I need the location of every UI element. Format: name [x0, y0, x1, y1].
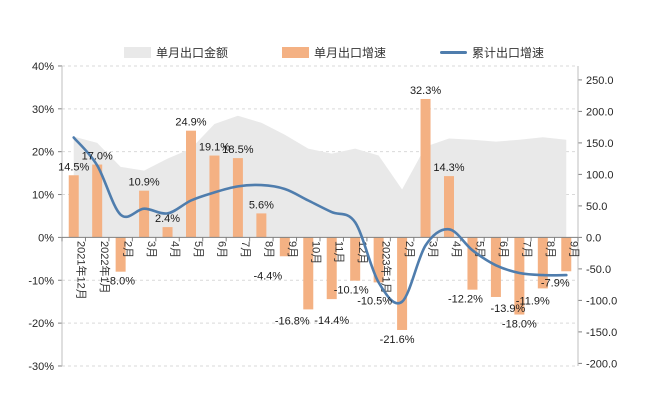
left-axis-tick-label: -30%	[28, 361, 54, 373]
monthly-export-growth-bar	[162, 227, 173, 238]
bar-value-label: -13.9%	[490, 303, 525, 315]
right-axis-tick-label: 150.0	[586, 138, 614, 150]
x-axis-category-label: 3月	[427, 241, 439, 258]
monthly-export-growth-bar	[209, 155, 220, 238]
left-axis-tick-label: 0%	[38, 232, 54, 244]
bar-value-label: -12.2%	[448, 294, 483, 306]
line-swatch-icon	[440, 51, 467, 54]
bar-value-label: -10.5%	[357, 295, 392, 307]
right-axis-tick-label: 250.0	[586, 75, 614, 87]
right-axis-tick-label: 0.0	[586, 232, 601, 244]
x-axis-category-label: 7月	[239, 241, 251, 258]
monthly-export-growth-bar	[326, 237, 337, 300]
legend-label-monthly-export-amount: 单月出口金额	[155, 46, 228, 60]
x-axis-category-label: 4月	[450, 241, 462, 258]
left-axis-tick-label: -20%	[28, 318, 54, 330]
legend-label-cumulative-export-growth: 累计出口增速	[472, 46, 545, 60]
x-axis-category-label: 4月	[169, 241, 181, 258]
x-axis-category-label: 2022年1月	[98, 241, 112, 294]
x-axis-category-label: 2月	[122, 241, 134, 258]
cumulative-export-growth-line	[72, 136, 568, 305]
right-axis-tick-label: -150.0	[586, 327, 617, 339]
bar-value-label: 5.6%	[249, 199, 274, 211]
bar-value-label: 14.5%	[58, 161, 89, 173]
x-axis-category-label: 6月	[497, 241, 509, 258]
x-axis-category-label: 7月	[520, 241, 532, 258]
bar-value-label: 17.0%	[82, 151, 113, 163]
bar-value-label: -18.0%	[502, 319, 537, 331]
legend-item-cumulative-export-growth: 累计出口增速	[440, 44, 544, 61]
bar-value-label: -8.0%	[106, 276, 135, 288]
left-axis-tick-label: 20%	[32, 147, 54, 159]
monthly-export-growth-bar	[92, 164, 103, 238]
x-axis-category-label: 3月	[145, 241, 157, 258]
monthly-export-growth-bar	[537, 237, 548, 289]
monthly-export-growth-bar	[256, 213, 267, 238]
bar-value-label: 18.5%	[222, 144, 253, 156]
left-axis-tick-label: 10%	[32, 190, 54, 202]
right-axis-tick-label: -100.0	[586, 295, 617, 307]
monthly-export-amount-area	[73, 115, 567, 238]
bar-value-label: -21.6%	[380, 334, 415, 346]
monthly-export-growth-bar	[115, 237, 126, 272]
right-axis-tick-label: -200.0	[586, 358, 617, 370]
bar-value-label: -7.9%	[541, 277, 570, 289]
legend-label-monthly-export-growth: 单月出口增速	[313, 46, 386, 60]
x-axis-category-label: 9月	[286, 241, 298, 258]
bar-value-label: 14.3%	[433, 162, 464, 174]
bar-swatch-icon	[281, 47, 309, 58]
right-axis-tick-label: -50.0	[586, 264, 611, 276]
monthly-export-growth-bar	[279, 237, 290, 257]
monthly-export-growth-bar	[232, 158, 243, 238]
left-axis-tick-label: 30%	[32, 104, 54, 116]
bar-value-label: -16.8%	[275, 315, 310, 327]
left-axis-tick-label: 40%	[32, 61, 54, 73]
legend-item-monthly-export-amount: 单月出口金额	[123, 44, 228, 61]
right-axis-tick-label: 100.0	[586, 169, 614, 181]
x-axis-category-label: 10月	[309, 241, 321, 264]
monthly-export-growth-bar	[561, 237, 572, 272]
x-axis-category-label: 2023年1月	[380, 241, 394, 294]
monthly-export-growth-bar	[186, 130, 196, 238]
bar-value-label: 10.9%	[128, 177, 159, 189]
monthly-export-growth-bar	[139, 190, 150, 238]
monthly-export-growth-bar	[420, 98, 431, 238]
x-axis-category-label: 8月	[262, 241, 274, 258]
x-axis-category-label: 11月	[333, 241, 345, 263]
bar-value-label: -14.4%	[314, 315, 349, 327]
bar-value-label: 32.3%	[410, 85, 441, 97]
area-swatch-icon	[123, 47, 151, 58]
bar-value-label: 19.1%	[199, 142, 230, 154]
x-axis-category-label: 2021年12月	[75, 241, 89, 300]
left-axis-tick-label: -10%	[28, 275, 54, 287]
monthly-export-growth-bar	[444, 176, 454, 238]
legend-item-monthly-export-growth: 单月出口增速	[281, 44, 386, 61]
bar-value-label: 24.9%	[175, 117, 206, 129]
chart-legend: 单月出口金额 单月出口增速 累计出口增速	[0, 44, 668, 61]
x-axis-category-label: 6月	[215, 241, 227, 258]
right-axis-tick-label: 50.0	[586, 201, 607, 213]
bar-value-label: 2.4%	[155, 213, 180, 225]
monthly-export-growth-bar	[68, 175, 79, 238]
monthly-export-growth-bar	[373, 237, 384, 283]
x-axis-category-label: 2月	[403, 241, 415, 258]
x-axis-category-label: 5月	[192, 241, 204, 258]
monthly-export-growth-bar	[490, 237, 501, 297]
monthly-export-growth-bar	[397, 237, 408, 330]
monthly-export-growth-bar	[514, 237, 525, 315]
x-axis-category-label: 9月	[567, 241, 579, 258]
monthly-export-growth-bar	[467, 237, 478, 290]
monthly-export-growth-bar	[350, 237, 361, 281]
bar-value-label: -10.1%	[334, 285, 369, 297]
bar-value-label: -4.4%	[253, 270, 282, 282]
right-axis-tick-label: 200.0	[586, 106, 614, 118]
monthly-export-growth-bar	[303, 237, 314, 310]
x-axis-category-label: 8月	[544, 241, 556, 258]
bar-value-label: -11.9%	[516, 295, 550, 307]
